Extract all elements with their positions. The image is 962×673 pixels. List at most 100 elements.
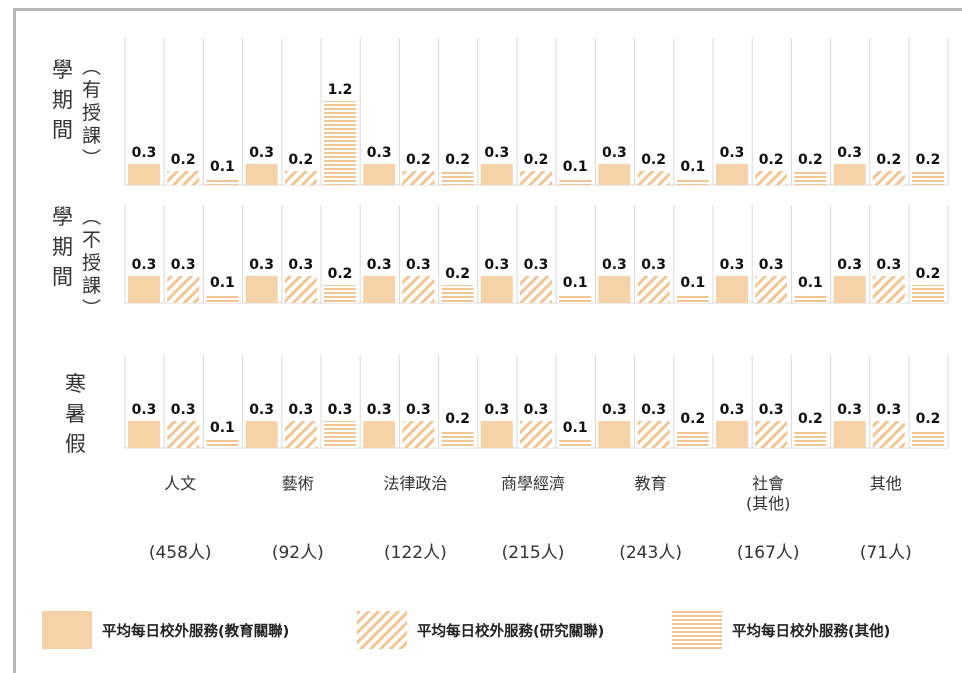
- bar-other: [559, 178, 592, 185]
- bar-other: [912, 285, 944, 303]
- data-label: 0.2: [641, 152, 666, 168]
- data-label: 0.3: [524, 402, 549, 418]
- data-label: 0.3: [876, 402, 901, 418]
- bar-education: [363, 164, 396, 185]
- data-label: 0.3: [406, 402, 431, 418]
- bar-other: [794, 294, 827, 303]
- bar-education: [716, 164, 748, 185]
- data-label: 0.3: [524, 257, 549, 273]
- data-label: 0.1: [680, 159, 705, 175]
- bar-education: [716, 276, 748, 303]
- data-label: 0.1: [563, 159, 588, 175]
- data-label: 0.1: [210, 420, 235, 436]
- row-label-paren-char: 課: [82, 125, 102, 147]
- category-label: 其他: [869, 474, 902, 493]
- data-label: 0.1: [210, 159, 235, 175]
- bar-education: [833, 276, 866, 303]
- data-label: 0.2: [876, 152, 901, 168]
- data-label: 0.3: [759, 402, 784, 418]
- row-label-paren-char: 授: [82, 252, 102, 274]
- data-label: 0.1: [680, 275, 705, 291]
- row-label-char: 假: [65, 432, 86, 456]
- bar-research: [520, 276, 552, 303]
- data-label: 0.3: [249, 402, 274, 418]
- bar-education: [598, 421, 631, 448]
- category-count: (92人): [271, 543, 324, 563]
- bar-education: [128, 421, 160, 448]
- data-label: 0.3: [837, 402, 862, 418]
- data-label: 0.2: [798, 411, 823, 427]
- data-label: 0.3: [720, 402, 745, 418]
- bar-education: [716, 421, 748, 448]
- bar-education: [128, 276, 160, 303]
- data-label: 0.3: [837, 145, 862, 161]
- bar-education: [480, 164, 513, 185]
- data-label: 0.3: [132, 402, 157, 418]
- data-label: 0.2: [328, 266, 353, 282]
- data-label: 0.1: [563, 275, 588, 291]
- bar-research: [755, 276, 788, 303]
- bar-research: [872, 421, 905, 448]
- chart-frame-top: [13, 8, 962, 11]
- bar-research: [284, 421, 317, 448]
- data-label: 0.2: [406, 152, 431, 168]
- bar-other: [206, 178, 239, 185]
- data-label: 0.2: [916, 266, 941, 282]
- row-label-paren-char: 有: [82, 79, 102, 101]
- bar-other: [559, 439, 592, 448]
- bar-other: [324, 101, 356, 185]
- legend-item-research: 平均每日校外服務(研究關聯): [357, 610, 604, 650]
- bar-research: [402, 421, 435, 448]
- bar-other: [676, 178, 709, 185]
- data-label: 0.2: [171, 152, 196, 168]
- bar-education: [245, 421, 278, 448]
- row-label-paren-char: ︶: [82, 298, 102, 320]
- row-label-paren-char: 課: [82, 275, 102, 297]
- category-label: 人文: [164, 474, 197, 493]
- bar-research: [167, 171, 200, 185]
- bar-research: [755, 421, 788, 448]
- category-label: 社會 (其他): [745, 474, 791, 513]
- bar-other: [794, 430, 827, 448]
- bar-research: [402, 171, 435, 185]
- legend-item-other: 平均每日校外服務(其他): [672, 610, 890, 650]
- bar-other: [206, 294, 239, 303]
- bar-other: [912, 171, 944, 185]
- bar-other: [206, 439, 239, 448]
- row-label-char: 期: [52, 88, 73, 112]
- bar-research: [520, 421, 552, 448]
- bar-research: [637, 276, 670, 303]
- data-label: 0.3: [602, 402, 627, 418]
- category-label: 教育: [634, 474, 667, 493]
- row-label-paren-char: ︵: [82, 56, 102, 78]
- bar-education: [245, 164, 278, 185]
- row-label-paren-char: ︶: [82, 148, 102, 170]
- data-label: 0.2: [680, 411, 705, 427]
- data-label: 0.2: [759, 152, 784, 168]
- row-label-char: 間: [52, 265, 73, 289]
- category-label: 法律政治: [383, 474, 448, 493]
- row-label-char: 間: [52, 118, 73, 142]
- legend-swatch-diagonal: [357, 611, 407, 649]
- data-label: 0.3: [132, 145, 157, 161]
- category-count: (122人): [384, 543, 447, 563]
- data-label: 0.2: [916, 152, 941, 168]
- data-label: 0.3: [171, 402, 196, 418]
- category-count: (215人): [501, 543, 565, 563]
- bar-other: [441, 285, 474, 303]
- data-label: 0.3: [484, 257, 509, 273]
- data-label: 0.3: [602, 145, 627, 161]
- data-label: 0.1: [210, 275, 235, 291]
- legend: 平均每日校外服務(教育關聯) 平均每日校外服務(研究關聯) 平均每日校外服務(其…: [42, 610, 957, 650]
- data-label: 0.3: [288, 257, 313, 273]
- bar-education: [480, 276, 513, 303]
- data-label: 0.3: [641, 257, 666, 273]
- category-count: (458人): [148, 543, 212, 563]
- data-label: 1.2: [328, 82, 353, 98]
- data-label: 0.3: [484, 145, 509, 161]
- row-label-paren-char: ︵: [82, 206, 102, 228]
- data-label: 0.3: [720, 257, 745, 273]
- bar-research: [637, 421, 670, 448]
- data-label: 0.3: [171, 257, 196, 273]
